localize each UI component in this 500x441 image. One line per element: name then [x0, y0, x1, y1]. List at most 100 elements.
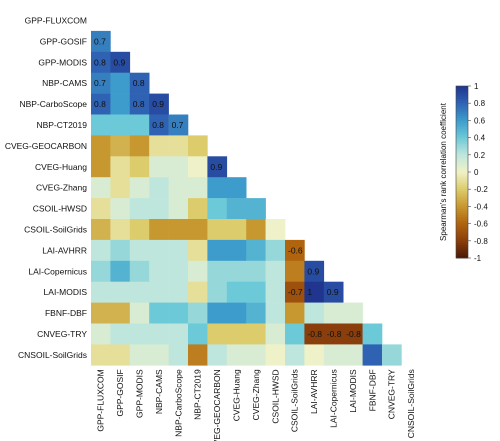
row-label: CVEG-GEOCARBON [5, 141, 87, 151]
colorbar-segment [456, 195, 468, 199]
heatmap-cell [188, 344, 208, 366]
cell-value-label: 0.9 [152, 99, 164, 109]
heatmap-cell [168, 177, 189, 199]
row-label: NBP-CAMS [42, 78, 87, 88]
heatmap-cell [168, 239, 189, 262]
heatmap-cell [168, 344, 189, 366]
column-label: CSOIL-HWSD [270, 369, 280, 423]
heatmap-cell [226, 177, 247, 199]
colorbar-tick-label: 0.8 [474, 99, 486, 108]
colorbar-segment [456, 230, 468, 233]
colorbar-segment [456, 180, 468, 184]
colorbar-segment [456, 163, 468, 166]
colorbar-segment [456, 187, 468, 190]
column-label: CVEG-Zhang [251, 369, 261, 420]
cell-value-label: -0.7 [288, 287, 303, 297]
colorbar-segment [456, 137, 468, 141]
heatmap-cell [226, 281, 247, 303]
colorbar-segment [456, 135, 468, 138]
heatmap-cell [149, 198, 169, 220]
colorbar-segment [456, 221, 468, 224]
heatmap-cell [110, 114, 131, 136]
heatmap-cell [149, 156, 169, 178]
heatmap-cell [168, 156, 189, 178]
cell-value-label: 1 [307, 287, 312, 297]
colorbar: 1 0.8 0.6 0.4 0.2 0 -0.2 -0.4 -0.6 -0.8 -1 [455, 82, 488, 263]
row-label: NBP-CarboScope [19, 99, 87, 109]
heatmap-cell [91, 135, 111, 157]
heatmap-cell [168, 260, 189, 282]
heatmap-cell [323, 344, 344, 366]
cell-value-label: 0.7 [94, 78, 106, 88]
heatmap-cell [129, 219, 150, 241]
heatmap-cell [226, 219, 247, 241]
column-label: NBP-CT2019 [193, 369, 203, 420]
colorbar-segment [456, 182, 468, 186]
colorbar-segment [456, 86, 468, 89]
cell-value-label: 0.9 [113, 57, 125, 67]
heatmap-cell [188, 302, 208, 324]
heatmap-cell [149, 219, 169, 241]
cell-value-label: -0.8 [307, 329, 322, 339]
colorbar-segment [456, 103, 468, 106]
colorbar-segment [456, 210, 468, 214]
cell-value-label: 0.8 [94, 99, 106, 109]
colorbar-segment [456, 141, 468, 145]
heatmap-cell [110, 239, 131, 262]
heatmap-cell [188, 156, 208, 178]
heatmap-cell [207, 260, 228, 282]
heatmap-cell [285, 260, 305, 282]
heatmap-cell [207, 177, 228, 199]
cell-value-label: 0.9 [210, 162, 222, 172]
colorbar-segment [456, 176, 468, 179]
heatmap-cell [168, 219, 189, 241]
colorbar-tick-label: -0.4 [474, 202, 488, 211]
column-label: NBP-CarboScope [173, 369, 183, 437]
heatmap-cell [207, 302, 228, 324]
heatmap-cells [91, 30, 402, 366]
cell-value-label: 0.8 [94, 57, 106, 67]
colorbar-segment [456, 107, 468, 111]
colorbar-segment [456, 245, 468, 248]
heatmap-cell [149, 260, 169, 282]
colorbar-segment [456, 234, 468, 237]
heatmap-cell [265, 302, 286, 324]
heatmap-cell [285, 323, 305, 345]
column-label: CSOIL-SoilGrids [290, 369, 300, 432]
colorbar-segment [456, 174, 468, 177]
cell-value-label: 0.7 [94, 36, 106, 46]
heatmap-cell [110, 51, 131, 73]
row-label: CSOIL-HWSD [33, 204, 87, 214]
row-label: LAI-Copernicus [28, 266, 87, 276]
heatmap-cell [188, 239, 208, 262]
heatmap-cell [168, 281, 189, 303]
heatmap-cell [110, 260, 131, 282]
column-label: GPP-GOSIF [115, 369, 125, 416]
heatmap-cell [188, 219, 208, 241]
heatmap-cell [362, 323, 383, 345]
heatmap-cell [343, 344, 363, 366]
colorbar-segment [456, 109, 468, 113]
heatmap-cell [91, 156, 111, 178]
heatmap-cell [129, 72, 150, 94]
colorbar-segment [456, 240, 468, 244]
row-label: GPP-GOSIF [40, 36, 87, 46]
heatmap-cell [91, 239, 111, 262]
colorbar-segment [456, 247, 468, 250]
colorbar-segment [456, 152, 468, 156]
cell-value-label: 0.9 [307, 266, 319, 276]
heatmap-cell [188, 135, 208, 157]
cell-value-label: -0.8 [327, 329, 342, 339]
colorbar-tick-label: 0 [474, 168, 479, 177]
colorbar-segment [456, 199, 468, 203]
heatmap-cell [149, 114, 169, 136]
colorbar-segment [456, 133, 468, 136]
colorbar-segment [456, 178, 468, 181]
colorbar-segment [456, 227, 468, 231]
heatmap-cell [149, 93, 169, 115]
heatmap-cell [323, 323, 344, 345]
heatmap-cell [110, 135, 131, 157]
heatmap-cell [91, 344, 111, 366]
heatmap-cell [129, 239, 150, 262]
heatmap-cell [91, 219, 111, 241]
